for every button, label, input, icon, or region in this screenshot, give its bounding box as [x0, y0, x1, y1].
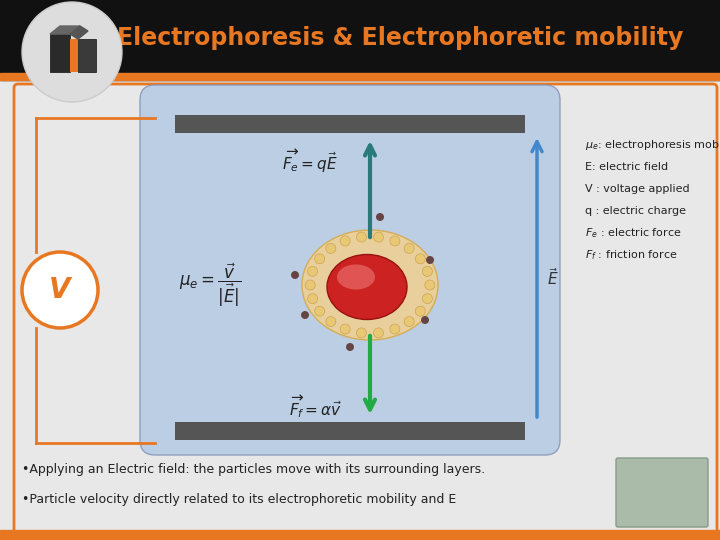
Circle shape	[326, 244, 336, 253]
Circle shape	[423, 266, 433, 276]
Ellipse shape	[327, 254, 407, 320]
Circle shape	[404, 244, 414, 253]
Bar	[175, 422, 525, 440]
Bar	[70, 39, 78, 72]
Circle shape	[346, 343, 354, 351]
Text: •Particle velocity directly related to its electrophoretic mobility and E: •Particle velocity directly related to i…	[22, 494, 456, 507]
Circle shape	[22, 252, 98, 328]
Circle shape	[404, 316, 414, 327]
Circle shape	[301, 311, 309, 319]
Circle shape	[390, 324, 400, 334]
Circle shape	[315, 254, 325, 264]
Text: V : voltage applied: V : voltage applied	[585, 184, 690, 194]
Bar	[175, 115, 525, 133]
Circle shape	[340, 236, 350, 246]
Circle shape	[326, 316, 336, 327]
Text: V: V	[49, 276, 71, 304]
Polygon shape	[70, 26, 88, 39]
Circle shape	[423, 294, 433, 303]
Circle shape	[376, 213, 384, 221]
Circle shape	[426, 256, 434, 264]
Text: $\vec{E}$: $\vec{E}$	[547, 267, 559, 288]
Bar	[78, 39, 96, 72]
Ellipse shape	[302, 230, 438, 340]
Bar	[0, 73, 720, 80]
FancyBboxPatch shape	[14, 84, 717, 536]
Circle shape	[307, 266, 318, 276]
Circle shape	[22, 2, 122, 102]
Text: $F_e$ : electric force: $F_e$ : electric force	[585, 226, 682, 240]
Text: $\mu_e = \dfrac{\vec{v}}{|\vec{E}|}$: $\mu_e = \dfrac{\vec{v}}{|\vec{E}|}$	[179, 261, 241, 308]
Bar	[50, 34, 70, 72]
Text: •Applying an Electric field: the particles move with its surrounding layers.: •Applying an Electric field: the particl…	[22, 463, 485, 476]
Circle shape	[340, 324, 350, 334]
Circle shape	[421, 316, 429, 324]
Text: q : electric charge: q : electric charge	[585, 206, 686, 216]
Circle shape	[415, 254, 426, 264]
Circle shape	[305, 280, 315, 290]
Text: $\overrightarrow{F_e} = q\vec{E}$: $\overrightarrow{F_e} = q\vec{E}$	[282, 147, 338, 174]
Bar	[0, 0, 720, 80]
Text: E: electric field: E: electric field	[585, 162, 668, 172]
FancyBboxPatch shape	[140, 85, 560, 455]
Circle shape	[356, 328, 366, 338]
Circle shape	[415, 306, 426, 316]
Bar	[0, 530, 720, 540]
Ellipse shape	[337, 265, 375, 289]
Circle shape	[374, 328, 384, 338]
Bar	[0, 80, 720, 540]
FancyBboxPatch shape	[616, 458, 708, 527]
Circle shape	[315, 306, 325, 316]
Text: Electrophoresis & Electrophoretic mobility: Electrophoresis & Electrophoretic mobili…	[117, 26, 683, 50]
Circle shape	[425, 280, 435, 290]
Circle shape	[356, 232, 366, 242]
Polygon shape	[50, 26, 80, 34]
Text: $F_f$ : friction force: $F_f$ : friction force	[585, 248, 678, 262]
Text: $\overrightarrow{F_f} = \alpha\vec{v}$: $\overrightarrow{F_f} = \alpha\vec{v}$	[289, 394, 341, 421]
Circle shape	[307, 294, 318, 303]
Circle shape	[291, 271, 299, 279]
Circle shape	[374, 232, 384, 242]
Text: $\mu_e$: electrophoresis mobility: $\mu_e$: electrophoresis mobility	[585, 138, 720, 152]
Circle shape	[390, 236, 400, 246]
